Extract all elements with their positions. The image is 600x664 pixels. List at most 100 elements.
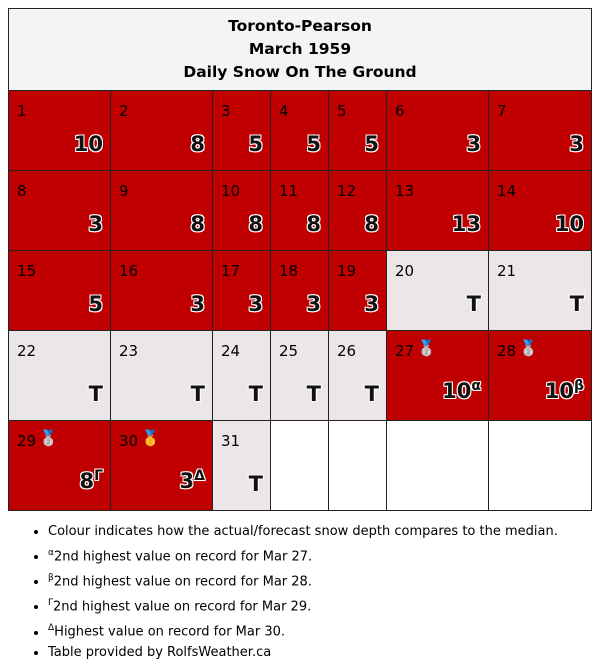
period-title: March 1959 [248,40,352,58]
silver-medal-icon: 🥈 [39,429,58,447]
snow-depth-value: 3Δ [180,468,205,496]
note-marker: Δ [48,623,55,634]
day-number: 2 [119,102,129,120]
snow-depth-value: 3 [364,292,379,316]
snow-depth-number: 3 [190,292,205,316]
snow-depth-number: 5 [248,132,263,156]
calendar-week-row: 8 3 9 8 10 8 11 8 12 8 13 13 14 10 [8,170,592,251]
snow-depth-value: T [89,382,103,406]
day-cell: 1 10 [8,90,111,171]
note-marker: β [48,572,54,583]
day-cell: 16 3 [110,250,213,331]
day-cell: 27 🥈 10α [386,330,489,421]
snow-depth-number: 10 [554,212,584,236]
day-cell: 31 T [212,420,271,511]
snow-depth-number: 5 [364,132,379,156]
snow-depth-number: T [248,382,263,406]
day-number: 13 [395,182,415,200]
day-number: 12 [337,182,357,200]
day-number: 4 [279,102,289,120]
snow-depth-value: 3 [466,132,481,156]
snow-depth-value: 3 [306,292,321,316]
snow-depth-value: 5 [364,132,379,156]
snow-depth-number: T [364,382,379,406]
note-text: Table provided by RolfsWeather.ca [48,645,272,661]
day-number: 18 [279,262,299,280]
note-text: Highest value on record for Mar 30. [54,624,286,640]
snow-depth-number: 3 [248,292,263,316]
day-number: 25 [279,342,299,360]
day-number: 10 [221,182,241,200]
note-item: Colour indicates how the actual/forecast… [48,522,558,543]
day-number: 30 [119,432,139,450]
note-marker: Γ [48,598,54,609]
day-cell: 15 5 [8,250,111,331]
day-number: 5 [337,102,347,120]
note-text: 2nd highest value on record for Mar 27. [53,549,313,565]
station-title: Toronto-Pearson [228,17,372,35]
day-number: 11 [279,182,299,200]
record-marker: α [471,378,481,394]
snow-depth-value: T [570,292,584,316]
day-cell: 13 13 [386,170,489,251]
snow-depth-number: 8 [248,212,263,236]
empty-cell [270,420,329,511]
calendar-week-row: 1 10 2 8 3 5 4 5 5 5 6 3 7 3 [8,90,592,171]
snow-depth-value: 8 [190,212,205,236]
metric-title: Daily Snow On The Ground [183,63,417,81]
day-number: 31 [221,432,241,450]
snow-depth-value: 8 [190,132,205,156]
note-item: Table provided by RolfsWeather.ca [48,643,558,664]
snow-depth-number: T [306,382,321,406]
day-number: 22 [17,342,37,360]
snow-depth-value: 5 [88,292,103,316]
silver-medal-icon: 🥈 [417,339,436,357]
snow-depth-number: 3 [466,132,481,156]
snow-depth-number: 8 [364,212,379,236]
snow-depth-value: T [191,382,205,406]
empty-cell [488,420,592,511]
day-number: 27 [395,342,415,360]
note-item: ΔHighest value on record for Mar 30. [48,618,558,643]
snow-depth-number: 3 [88,212,103,236]
snow-depth-number: 10 [442,379,472,403]
day-cell: 29 🥈 8Γ [8,420,111,511]
calendar-week-row: 15 5 16 3 17 3 18 3 19 3 20 T 21 T [8,250,592,331]
snow-depth-value: 13 [452,212,481,236]
day-cell: 23 T [110,330,213,421]
snow-depth-number: 3 [306,292,321,316]
snow-depth-number: T [190,382,205,406]
empty-cell [328,420,387,511]
day-number: 28 [497,342,517,360]
day-cell: 14 10 [488,170,592,251]
record-marker: β [573,378,584,394]
snow-depth-number: 8 [190,132,205,156]
calendar-week-row: 29 🥈 8Γ 30 🥇 3Δ 31 T [8,420,592,511]
calendar-header: Toronto-Pearson March 1959 Daily Snow On… [8,8,592,91]
snow-calendar: Toronto-Pearson March 1959 Daily Snow On… [8,8,592,511]
note-marker: α [48,547,54,558]
snow-depth-value: T [249,382,263,406]
note-text: 2nd highest value on record for Mar 28. [53,574,312,590]
day-cell: 28 🥈 10β [488,330,592,421]
snow-depth-value: 3 [190,292,205,316]
snow-depth-number: T [466,292,481,316]
day-number: 17 [221,262,241,280]
day-number: 6 [395,102,405,120]
day-number: 8 [17,182,27,200]
day-number: 21 [497,262,517,280]
day-cell: 24 T [212,330,271,421]
note-item: β2nd highest value on record for Mar 28. [48,568,558,593]
day-number: 23 [119,342,139,360]
snow-depth-number: 8 [306,212,321,236]
note-text: Colour indicates how the actual/forecast… [48,524,558,539]
day-number: 26 [337,342,357,360]
day-number: 9 [119,182,129,200]
day-cell: 11 8 [270,170,329,251]
day-number: 15 [17,262,37,280]
snow-depth-value: 3 [248,292,263,316]
